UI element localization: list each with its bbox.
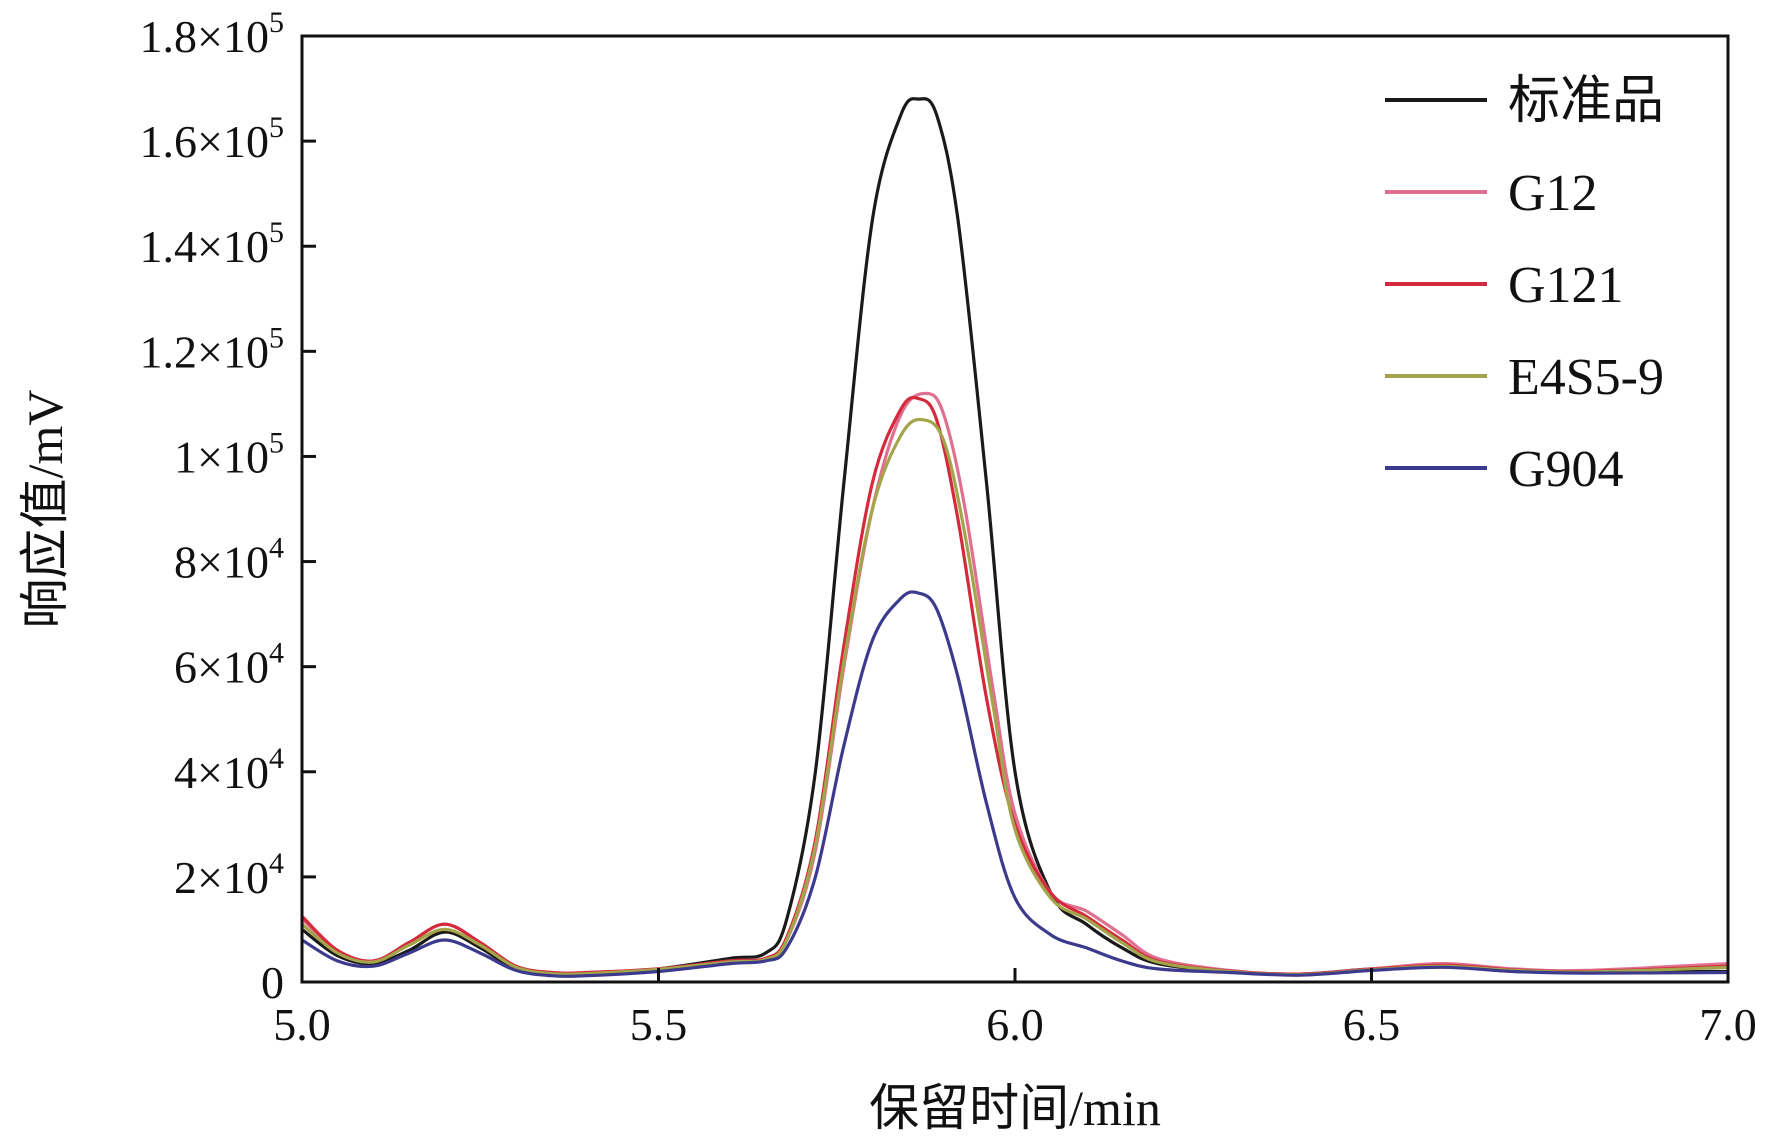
x-tick-label: 6.0 (986, 999, 1044, 1050)
y-tick-label: 6×104 (174, 637, 284, 693)
series-layer (300, 97, 1729, 978)
legend: 标准品 G12 G121 E4S5-9 G904 (1385, 73, 1664, 498)
y-tick-label: 2×104 (174, 847, 284, 903)
series-line-4 (301, 590, 1729, 978)
legend-label-3: E4S5-9 (1508, 349, 1664, 406)
x-tick-label: 5.5 (630, 999, 688, 1050)
y-tick-label: 1.4×105 (140, 216, 284, 272)
y-axis: 0 2×104 4×104 6×104 8×104 1×105 1.2×105 1.4×105… (140, 6, 316, 1008)
x-tick-label: 5.0 (273, 999, 331, 1050)
x-tick-label: 7.0 (1699, 999, 1757, 1050)
x-axis-title: 保留时间/min (869, 1080, 1161, 1136)
y-tick-label: 1.6×105 (140, 111, 284, 167)
legend-label-4: G904 (1508, 441, 1624, 498)
y-tick-label: 4×104 (174, 742, 284, 798)
series-line-0 (301, 97, 1728, 977)
legend-label-1: G12 (1508, 165, 1598, 222)
legend-label-0: 标准品 (1508, 73, 1664, 130)
y-tick-label: 1.8×105 (140, 6, 284, 62)
y-tick-label: 0 (261, 957, 284, 1008)
x-axis: 5.0 5.5 6.0 6.5 7.0 (273, 968, 1757, 1050)
y-tick-label: 1.2×105 (140, 321, 284, 377)
legend-label-2: G121 (1508, 257, 1624, 314)
x-tick-label: 6.5 (1343, 999, 1401, 1050)
series-line-3 (300, 417, 1729, 977)
y-tick-label: 8×104 (174, 532, 284, 588)
y-axis-title: 响应值/mV (17, 390, 73, 629)
y-tick-label: 1×105 (174, 426, 284, 482)
